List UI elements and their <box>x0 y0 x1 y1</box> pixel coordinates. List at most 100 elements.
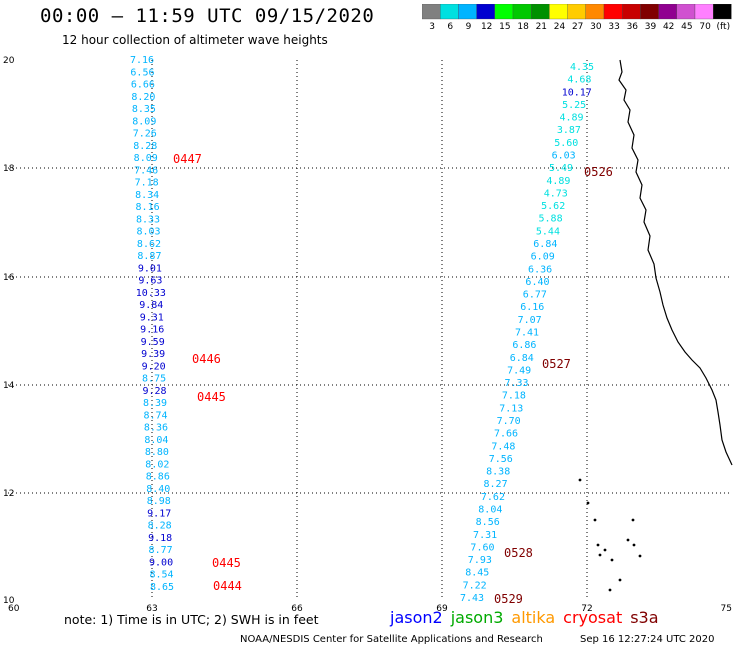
wave-height-value: 5.25 <box>562 100 586 111</box>
wave-height-value: 9.17 <box>147 508 171 519</box>
wave-height-value: 7.18 <box>135 178 159 189</box>
wave-height-value: 8.09 <box>132 116 156 127</box>
map-title: 00:00 – 11:59 UTC 09/15/2020 <box>40 5 375 27</box>
wave-height-value: 4.68 <box>567 75 591 86</box>
satellite-legend: jason2 jason3 altika cryosat s3a <box>390 608 667 627</box>
wave-height-value: 6.03 <box>552 151 576 162</box>
revolution-labels: 0447 0446 0445 0445 0444 0526 0527 0528 0529 <box>173 152 613 606</box>
wave-height-value: 8.36 <box>144 423 168 434</box>
wave-height-value: 8.54 <box>149 570 173 581</box>
x-tick-label: 60 <box>8 604 20 614</box>
wave-height-value: 9.20 <box>142 361 166 372</box>
y-tick-label: 10 <box>3 596 15 606</box>
wave-height-value: 5.60 <box>554 138 578 149</box>
revolution-label: 0446 <box>192 352 221 366</box>
credit-line: NOAA/NESDIS Center for Satellite Applica… <box>240 634 543 645</box>
wave-height-value: 4.89 <box>546 176 570 187</box>
color-scale-label: 24 <box>553 22 566 32</box>
wave-height-value: 8.74 <box>143 410 167 421</box>
wave-height-value: 6.84 <box>510 353 534 364</box>
wave-height-value: 8.39 <box>143 398 167 409</box>
y-tick-label: 16 <box>3 273 15 283</box>
wave-height-value: 9.16 <box>140 325 164 336</box>
y-tick-label: 12 <box>3 489 14 499</box>
revolution-label: 0444 <box>213 579 242 593</box>
wave-height-value: 7.31 <box>473 530 497 541</box>
revolution-label: 0447 <box>173 152 202 166</box>
wave-height-value: 5.49 <box>549 163 573 174</box>
color-scale-swatch <box>713 4 732 20</box>
wave-height-value: 8.20 <box>131 92 155 103</box>
wave-height-value: 10.33 <box>136 288 166 299</box>
x-tick-label: 69 <box>436 604 448 614</box>
wave-height-value: 8.09 <box>134 153 158 164</box>
wave-height-value: 5.44 <box>536 226 560 237</box>
color-scale-label: 70 <box>699 22 711 32</box>
revolution-label: 0528 <box>504 546 533 560</box>
wave-height-value: 7.43 <box>460 593 484 604</box>
wave-height-value: 7.18 <box>502 391 526 402</box>
wave-height-value: 6.56 <box>130 67 154 78</box>
color-scale-label: 45 <box>681 22 693 32</box>
y-tick-label: 18 <box>3 164 15 174</box>
color-scale-label: 30 <box>590 22 602 32</box>
wave-height-value: 8.65 <box>150 582 174 593</box>
wave-height-value: 9.18 <box>148 533 172 544</box>
color-scale-label: 3 <box>429 22 435 32</box>
wave-height-value: 6.66 <box>131 80 155 91</box>
map-subtitle: 12 hour collection of altimeter wave hei… <box>62 33 328 47</box>
wave-height-value: 5.88 <box>539 214 563 225</box>
wave-height-value: 8.16 <box>136 202 160 213</box>
generation-timestamp: Sep 16 12:27:24 UTC 2020 <box>580 634 715 645</box>
revolution-label: 0445 <box>212 556 241 570</box>
wave-height-value: 7.33 <box>504 378 528 389</box>
wave-height-value: 6.86 <box>512 340 536 351</box>
revolution-label: 0529 <box>494 592 523 606</box>
wave-height-value: 7.70 <box>497 416 521 427</box>
wave-height-value: 8.04 <box>144 435 168 446</box>
wave-height-value: 8.27 <box>484 479 508 490</box>
wave-height-value: 8.77 <box>149 545 173 556</box>
wave-height-value: 6.84 <box>533 239 557 250</box>
wave-height-value: 6.09 <box>531 252 555 263</box>
color-scale-bar <box>422 4 732 20</box>
wave-height-value: 8.38 <box>486 467 510 478</box>
legend-item-jason2: jason2 <box>390 608 443 627</box>
y-tick-label: 20 <box>3 56 15 66</box>
x-tick-label: 63 <box>146 604 157 614</box>
wave-height-value: 9.01 <box>138 263 162 274</box>
revolution-label: 0445 <box>197 390 226 404</box>
coastline <box>578 59 733 592</box>
x-tick-label: 72 <box>581 604 592 614</box>
wave-height-value: 7.48 <box>491 441 515 452</box>
wave-height-value: 8.03 <box>136 227 160 238</box>
wave-height-value: 4.73 <box>544 188 568 199</box>
legend-item-jason3: jason3 <box>450 608 504 627</box>
wave-height-value: 8.62 <box>137 239 161 250</box>
wave-height-value: 8.45 <box>465 568 489 579</box>
wave-height-value: 6.36 <box>528 264 552 275</box>
wave-height-value: 9.59 <box>141 337 165 348</box>
color-scale-label: 6 <box>447 22 454 32</box>
wave-height-value: 7.13 <box>499 403 523 414</box>
wave-height-value: 7.56 <box>489 454 513 465</box>
x-tick-label: 75 <box>721 604 732 614</box>
wave-height-value: 5.62 <box>541 201 565 212</box>
map-gridlines <box>8 60 732 600</box>
color-scale-label: 36 <box>626 22 639 32</box>
color-scale-label: 18 <box>517 22 529 32</box>
track-east: 4.354.6810.175.254.893.875.606.035.494.8… <box>460 62 594 604</box>
wave-height-value: 10.17 <box>562 87 592 98</box>
wave-height-value: 8.86 <box>146 472 170 483</box>
wave-height-value: 8.40 <box>146 484 170 495</box>
y-tick-label: 14 <box>3 381 15 391</box>
wave-height-value: 7.16 <box>130 55 154 66</box>
color-scale-label: 9 <box>465 22 472 32</box>
color-scale-label: 21 <box>535 22 548 32</box>
wave-height-value: 9.63 <box>138 276 162 287</box>
color-scale-labels: 3 6 9 12 15 18 21 24 27 30 33 36 39 42 45 70 (ft) <box>422 22 740 34</box>
color-scale-label: (ft) <box>716 22 731 32</box>
wave-height-value: 8.28 <box>133 141 157 152</box>
wave-height-value: 6.40 <box>525 277 549 288</box>
